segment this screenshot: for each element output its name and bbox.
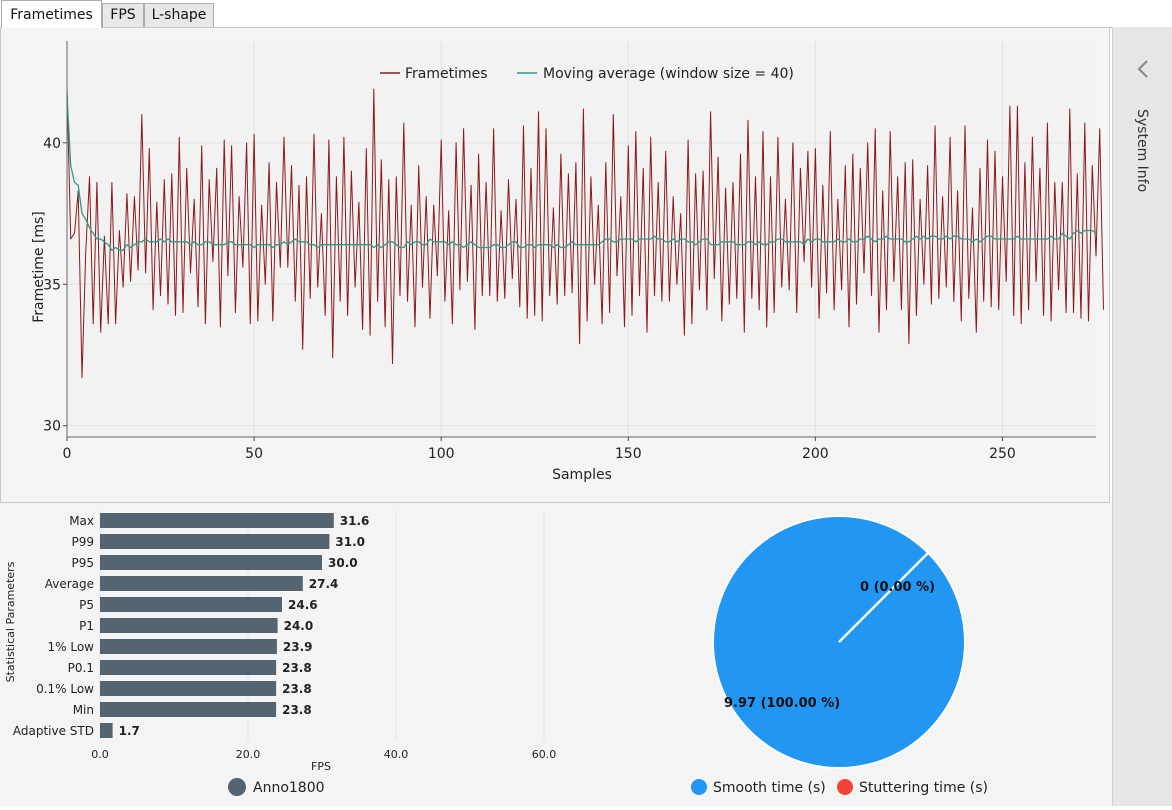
x-tick-label: 200 xyxy=(802,446,829,462)
bar-category-label: Min xyxy=(73,703,94,717)
frametime-chart[interactable]: 0 50 100 150 200 250 30 35 40 Frametimes Moving … xyxy=(1,28,1109,502)
pie-label-smooth: 9.97 (100.00 %) xyxy=(724,696,840,711)
legend-frametimes-label: Frametimes xyxy=(405,66,488,82)
bar-value-label: 1.7 xyxy=(119,724,140,738)
bar-legend-swatch xyxy=(228,778,246,796)
bar-value-label: 23.8 xyxy=(282,703,312,717)
stutter-pie-chart[interactable]: 0 (0.00 %) 9.97 (100.00 %) xyxy=(712,515,966,769)
legend-moving-average-label: Moving average (window size = 40) xyxy=(543,66,794,82)
bar-category-label: 0.1% Low xyxy=(36,682,94,696)
y-tick-label: 35 xyxy=(43,277,61,293)
x-tick-label: 50 xyxy=(245,446,263,462)
bar-marks: Max 31.6 P99 31.0 P95 30.0 Average 27.4 P5 24.6 P1… xyxy=(13,513,370,738)
pie-legend-smooth-swatch xyxy=(691,779,707,795)
bar-value-label: 31.6 xyxy=(340,514,370,528)
bar-x-tick-label: 40.0 xyxy=(384,748,409,761)
pie-label-stutter: 0 (0.00 %) xyxy=(860,580,935,595)
bar xyxy=(100,597,282,612)
axes: 0 50 100 150 200 250 30 35 40 xyxy=(43,41,1096,462)
x-axis-title: Samples xyxy=(552,467,612,483)
legend: Frametimes Moving average (window size =… xyxy=(380,66,794,82)
bar-category-label: Average xyxy=(45,577,94,591)
bar-category-label: 1% Low xyxy=(48,640,95,654)
frametime-panel: 0 50 100 150 200 250 30 35 40 Frametimes Moving … xyxy=(0,27,1110,503)
y-tick-label: 40 xyxy=(43,136,61,152)
tab-fps[interactable]: FPS xyxy=(102,3,144,27)
chevron-left-icon[interactable] xyxy=(1131,55,1155,83)
pie-legend-smooth-label: Smooth time (s) xyxy=(713,780,826,796)
bar-value-label: 31.0 xyxy=(335,535,365,549)
statistics-area: 0.0 20.0 40.0 60.0 Max 31.6 P99 31.0 P95 30.0 Ave… xyxy=(0,503,1112,806)
bar-value-label: 24.0 xyxy=(284,619,314,633)
pie-legend-stutter-label: Stuttering time (s) xyxy=(859,780,988,796)
bar xyxy=(100,723,113,738)
moving-average-line xyxy=(66,94,1097,251)
bar xyxy=(100,534,330,549)
tab-frametimes[interactable]: Frametimes xyxy=(1,0,102,28)
pie-legend-stutter-swatch xyxy=(837,779,853,795)
bar xyxy=(100,702,277,717)
bar-value-label: 27.4 xyxy=(309,577,339,591)
frametimes-line xyxy=(66,86,1104,379)
bar-legend-label: Anno1800 xyxy=(253,780,325,796)
bar xyxy=(100,513,334,528)
system-info-sidebar: System Info xyxy=(1112,27,1172,806)
bar-value-label: 24.6 xyxy=(288,598,318,612)
bar-value-label: 23.8 xyxy=(282,661,312,675)
system-info-label[interactable]: System Info xyxy=(1134,109,1150,193)
bar-x-tick-label: 0.0 xyxy=(91,748,109,761)
bar-category-label: P5 xyxy=(79,598,94,612)
tab-bar: Frametimes FPS L-shape xyxy=(0,0,1172,28)
bar xyxy=(100,660,277,675)
y-tick-label: 30 xyxy=(43,419,61,435)
bar xyxy=(100,555,322,570)
bar-category-label: Max xyxy=(69,514,94,528)
bar-x-tick-label: 20.0 xyxy=(236,748,261,761)
bar-category-label: P95 xyxy=(71,556,94,570)
bar-category-label: Adaptive STD xyxy=(13,724,94,738)
series-lines xyxy=(66,86,1104,379)
bar-value-label: 23.9 xyxy=(283,640,313,654)
bar-y-axis-title: Statistical Parameters xyxy=(4,561,17,682)
x-tick-label: 250 xyxy=(989,446,1016,462)
bar-x-tick-label: 60.0 xyxy=(532,748,557,761)
bar xyxy=(100,681,277,696)
bar-category-label: P99 xyxy=(71,535,94,549)
pie-slice-boundary xyxy=(838,552,929,643)
bar-category-label: P0.1 xyxy=(68,661,94,675)
bar-category-label: P1 xyxy=(79,619,94,633)
statistics-bar-chart[interactable]: 0.0 20.0 40.0 60.0 Max 31.6 P99 31.0 P95 30.0 Ave… xyxy=(0,503,1112,806)
bar-value-label: 23.8 xyxy=(282,682,312,696)
x-tick-label: 150 xyxy=(615,446,642,462)
bar-value-label: 30.0 xyxy=(328,556,358,570)
x-tick-label: 0 xyxy=(63,446,72,462)
bar xyxy=(100,576,303,591)
bar-x-axis-title: FPS xyxy=(311,760,331,773)
bar xyxy=(100,639,277,654)
gridlines xyxy=(66,41,1096,437)
tab-l-shape[interactable]: L-shape xyxy=(144,3,214,27)
bar xyxy=(100,618,278,633)
x-tick-label: 100 xyxy=(428,446,455,462)
y-axis-title: Frametime [ms] xyxy=(31,211,47,323)
